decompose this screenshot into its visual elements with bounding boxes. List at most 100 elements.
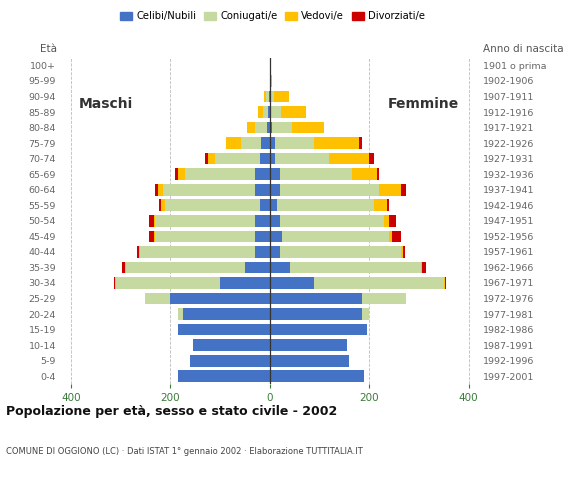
Bar — [155, 230, 255, 242]
Bar — [280, 215, 384, 227]
Bar — [215, 153, 260, 165]
Bar — [386, 199, 389, 211]
Bar — [255, 246, 270, 258]
Bar — [183, 308, 270, 320]
Bar — [158, 184, 163, 195]
Bar — [115, 277, 220, 289]
Bar — [177, 168, 185, 180]
Bar — [255, 230, 270, 242]
Bar — [177, 371, 270, 382]
Bar — [362, 293, 407, 304]
Bar — [139, 246, 140, 258]
Bar — [281, 106, 306, 118]
Bar — [171, 293, 270, 304]
Bar — [220, 277, 270, 289]
Text: Età: Età — [39, 44, 57, 54]
Bar — [270, 75, 272, 87]
Bar — [205, 153, 208, 165]
Bar — [270, 184, 280, 195]
Bar — [401, 184, 407, 195]
Bar — [270, 277, 314, 289]
Bar — [374, 199, 386, 211]
Bar — [155, 184, 158, 195]
Bar — [190, 355, 270, 367]
Text: Maschi: Maschi — [78, 97, 133, 111]
Bar — [277, 199, 374, 211]
Bar — [255, 215, 270, 227]
Bar — [369, 153, 374, 165]
Bar — [267, 122, 270, 133]
Bar — [275, 153, 329, 165]
Bar — [185, 168, 255, 180]
Legend: Celibi/Nubili, Coniugati/e, Vedovi/e, Divorziati/e: Celibi/Nubili, Coniugati/e, Vedovi/e, Di… — [116, 7, 429, 25]
Bar — [154, 230, 155, 242]
Bar — [376, 168, 379, 180]
Bar — [177, 324, 270, 336]
Bar — [292, 122, 324, 133]
Bar — [271, 106, 281, 118]
Bar — [165, 199, 260, 211]
Bar — [268, 106, 270, 118]
Bar — [270, 137, 275, 149]
Bar — [161, 199, 165, 211]
Bar — [384, 215, 389, 227]
Bar — [177, 308, 183, 320]
Bar — [401, 246, 403, 258]
Bar — [255, 122, 267, 133]
Bar — [241, 137, 261, 149]
Bar — [208, 153, 215, 165]
Bar — [270, 308, 362, 320]
Text: COMUNE DI OGGIONO (LC) · Dati ISTAT 1° gennaio 2002 · Elaborazione TUTTITALIA.IT: COMUNE DI OGGIONO (LC) · Dati ISTAT 1° g… — [6, 446, 362, 456]
Bar — [175, 168, 177, 180]
Bar — [280, 184, 379, 195]
Bar — [351, 168, 376, 180]
Bar — [270, 106, 271, 118]
Bar — [269, 91, 270, 102]
Bar — [247, 122, 255, 133]
Bar — [260, 199, 270, 211]
Bar — [270, 246, 280, 258]
Bar — [314, 137, 359, 149]
Bar — [403, 246, 405, 258]
Bar — [270, 215, 280, 227]
Bar — [260, 153, 270, 165]
Bar — [270, 122, 272, 133]
Bar — [140, 246, 255, 258]
Bar — [114, 277, 115, 289]
Bar — [261, 137, 270, 149]
Bar — [270, 371, 364, 382]
Bar — [422, 262, 426, 273]
Bar — [146, 293, 171, 304]
Bar — [280, 246, 401, 258]
Bar — [149, 215, 154, 227]
Bar — [270, 339, 347, 351]
Bar — [270, 355, 349, 367]
Bar — [270, 324, 367, 336]
Bar — [270, 91, 271, 102]
Bar — [274, 91, 289, 102]
Bar — [270, 230, 282, 242]
Bar — [137, 246, 139, 258]
Bar — [193, 339, 270, 351]
Bar — [389, 230, 392, 242]
Bar — [359, 137, 362, 149]
Bar — [270, 168, 280, 180]
Bar — [154, 215, 155, 227]
Bar — [245, 262, 270, 273]
Bar — [389, 215, 397, 227]
Bar — [163, 184, 255, 195]
Bar — [280, 168, 351, 180]
Bar — [122, 262, 125, 273]
Bar — [264, 91, 266, 102]
Bar — [226, 137, 241, 149]
Text: Anno di nascita: Anno di nascita — [483, 44, 563, 54]
Bar — [125, 262, 245, 273]
Bar — [263, 106, 268, 118]
Bar — [275, 137, 314, 149]
Bar — [159, 199, 161, 211]
Bar — [362, 308, 369, 320]
Bar — [255, 184, 270, 195]
Text: Femmine: Femmine — [388, 97, 459, 111]
Bar — [392, 230, 401, 242]
Bar — [258, 106, 263, 118]
